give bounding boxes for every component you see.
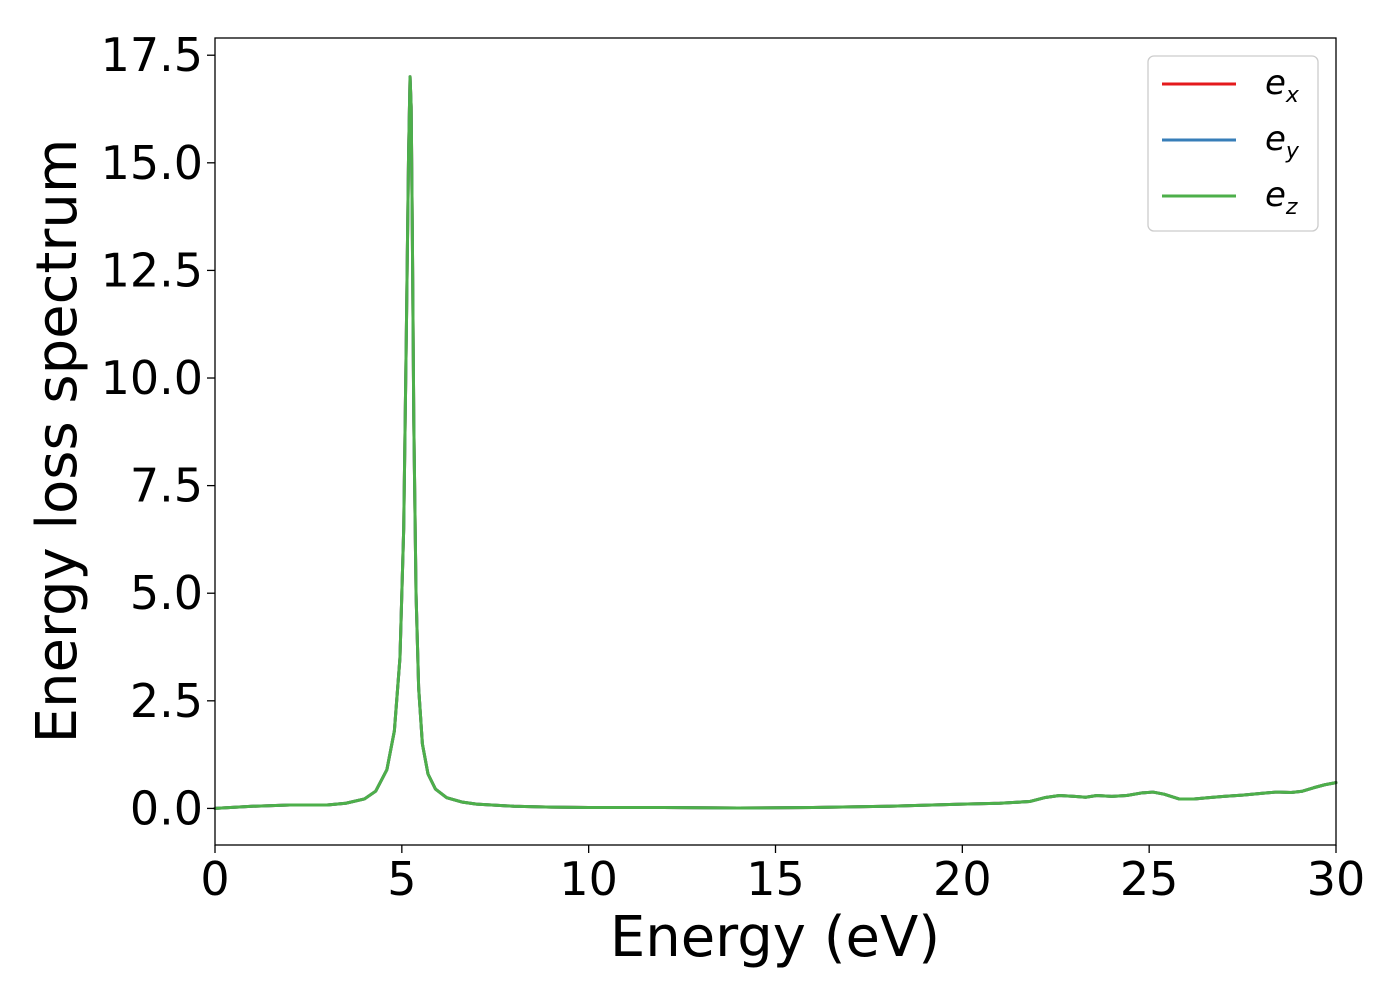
x-ticks: 0 5 10 15 20 25 30 — [200, 845, 1365, 906]
y-ticks: 0.0 2.5 5.0 7.5 10.0 12.5 15.0 17.5 — [101, 28, 215, 835]
x-tick-label: 25 — [1120, 852, 1179, 906]
x-tick-label: 20 — [933, 852, 992, 906]
y-tick-label: 12.5 — [101, 243, 203, 297]
y-tick-label: 5.0 — [130, 566, 203, 620]
x-axis-label: Energy (eV) — [610, 905, 940, 970]
y-tick-label: 17.5 — [101, 28, 203, 82]
y-tick-label: 15.0 — [101, 136, 203, 190]
y-tick-label: 10.0 — [101, 351, 203, 405]
x-tick-label: 15 — [746, 852, 805, 906]
y-axis-label: Energy loss spectrum — [25, 139, 90, 744]
y-tick-label: 7.5 — [130, 459, 203, 513]
y-tick-label: 2.5 — [130, 674, 203, 728]
y-tick-label: 0.0 — [130, 781, 203, 835]
legend-box — [1147, 55, 1319, 232]
series-layer — [213, 75, 1338, 810]
x-tick-label: 10 — [559, 852, 618, 906]
x-tick-label: 0 — [200, 852, 229, 906]
x-tick-label: 30 — [1307, 852, 1366, 906]
x-tick-label: 5 — [387, 852, 416, 906]
series-line-2 — [213, 75, 1338, 810]
